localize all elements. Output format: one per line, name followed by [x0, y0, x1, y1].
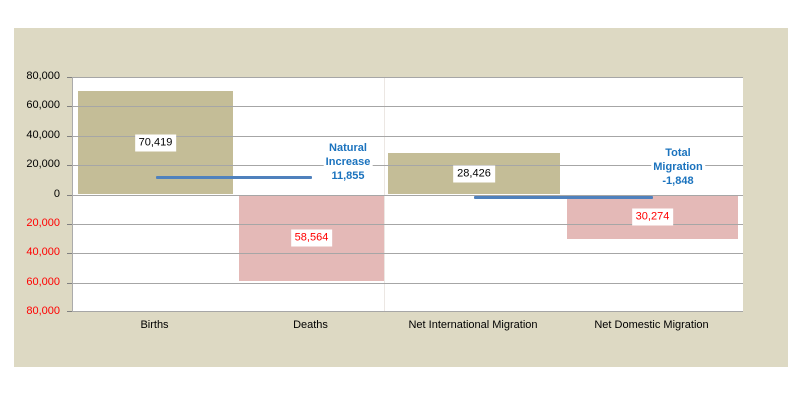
annotation-text-span: Natural — [327, 142, 369, 154]
bar-value-label-net-international-migration: 28,426 — [453, 165, 495, 183]
annotation-text-line: Migration — [651, 160, 705, 174]
y-axis-label-1: 60,000 — [26, 99, 60, 112]
x-axis: Births Deaths Net International Migration N… — [14, 28, 788, 367]
plot-area: 70,419 58,564 28,426 30,274 Natural Increase 1… — [67, 77, 743, 312]
annotation-text-line: Total — [651, 146, 705, 160]
y-axis-label-8: 80,000 — [26, 305, 60, 317]
gridline--80000 — [73, 311, 743, 312]
y-axis-label-7: 60,000 — [26, 275, 60, 288]
annotation-text-span: Increase — [323, 156, 373, 168]
annotation-text-line: Increase — [323, 155, 373, 169]
annotation-line-natural-increase-11-855 — [155, 175, 312, 179]
annotation-text-line: 11,855 — [324, 169, 373, 183]
gridline-20000 — [73, 165, 743, 167]
gridline--60000 — [73, 282, 743, 284]
bar-value-label-net-domestic-migration: 30,274 — [631, 208, 674, 226]
annotation-text-span: Total — [663, 147, 693, 159]
y-axis-tick — [67, 311, 72, 312]
y-axis: 80,000 60,000 40,000 20,000 0 20,000 40,000 60,… — [14, 28, 788, 367]
annotation-text-line: Natural — [324, 141, 373, 155]
y-axis-label-2: 40,000 — [26, 128, 60, 141]
x-axis-label-net-domestic-migration: Net Domestic Migration — [594, 319, 709, 331]
annotation-text-line: -1,848 — [651, 174, 705, 188]
annotation-text-span: -1,848 — [660, 175, 696, 187]
x-axis-label-net-international-migration: Net International Migration — [408, 319, 538, 331]
gridline-40000 — [73, 135, 743, 137]
gridline--20000 — [73, 223, 743, 225]
annotation-text-span: Migration — [651, 161, 705, 173]
y-axis-tick — [67, 165, 72, 167]
y-axis-tick — [67, 77, 72, 78]
y-axis-label-3: 20,000 — [26, 158, 60, 171]
annotation-text-span: 11,855 — [329, 170, 367, 182]
y-axis-label-4: 0 — [53, 187, 60, 200]
gridline-60000 — [73, 106, 743, 108]
y-axis-label-6: 40,000 — [26, 246, 60, 259]
gridline--40000 — [73, 253, 743, 255]
x-axis-label-deaths: Deaths — [293, 319, 328, 331]
bar-value-label-deaths: 58,564 — [290, 229, 333, 246]
bar-value-label-births: 70,419 — [134, 134, 177, 152]
y-axis-label-5: 20,000 — [26, 216, 60, 229]
annotation-text-1: Total Migration -1,848 — [651, 146, 705, 188]
y-axis-tick — [67, 223, 72, 225]
y-axis-tick — [67, 106, 72, 108]
y-axis-tick — [67, 282, 72, 284]
y-axis-tick — [67, 194, 72, 196]
y-axis-tick — [67, 253, 72, 255]
x-axis-label-births: Births — [140, 319, 169, 331]
gridline-0 — [73, 194, 743, 196]
gridline-80000 — [73, 77, 743, 78]
chart-panel: 70,419 58,564 28,426 30,274 Natural Increase 1… — [14, 28, 788, 367]
annotation-text-0: Natural Increase 11,855 — [323, 141, 373, 183]
y-axis-tick — [67, 135, 72, 137]
y-axis-label-0: 80,000 — [26, 70, 60, 82]
annotation-line-total-migration-1-848 — [474, 195, 653, 199]
